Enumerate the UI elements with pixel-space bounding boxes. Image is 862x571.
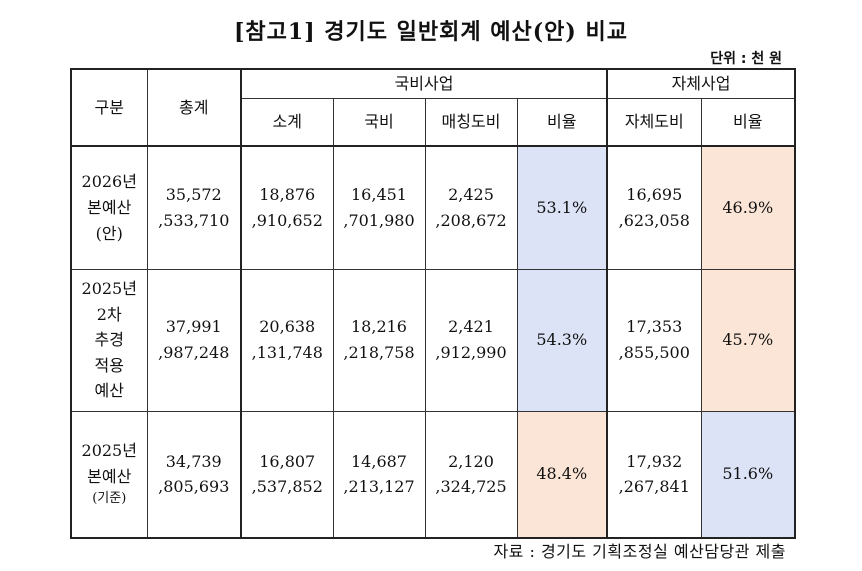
- cell-total: 34,739,805,693: [146, 410, 242, 539]
- header-matching: 매칭도비: [424, 97, 518, 147]
- cell-ratio-self: 45.7%: [700, 268, 796, 412]
- cell-national: 14,687,213,127: [332, 410, 426, 539]
- row-label: 2025년 본예산 (기준): [70, 410, 148, 539]
- cell-matching: 2,425,208,672: [424, 145, 518, 270]
- cell-ratio-national: 48.4%: [516, 410, 609, 539]
- cell-self-provincial: 16,695,623,058: [606, 145, 702, 270]
- cell-ratio-national: 54.3%: [516, 268, 609, 412]
- cell-subtotal: 18,876,910,652: [240, 145, 334, 270]
- header-subtotal: 소계: [240, 97, 334, 147]
- header-total: 총계: [146, 68, 242, 147]
- cell-ratio-self: 51.6%: [700, 410, 796, 539]
- header-ratio-self: 비율: [700, 97, 796, 147]
- header-national-group: 국비사업: [240, 68, 609, 99]
- header-ratio-national: 비율: [516, 97, 609, 147]
- unit-label: 단위 : 천 원: [710, 51, 782, 67]
- table-row: 2025년 2차 추경 적용 예산 37,991,987,248 20,638,131,…: [70, 268, 796, 412]
- header-category: 구분: [70, 68, 148, 147]
- cell-matching: 2,120,324,725: [424, 410, 518, 539]
- cell-self-provincial: 17,353,855,500: [606, 268, 702, 412]
- row-label: 2025년 2차 추경 적용 예산: [70, 268, 148, 412]
- cell-total: 35,572,533,710: [146, 145, 242, 270]
- table-row: 2026년 본예산 (안) 35,572,533,710 18,876,910,65…: [70, 145, 796, 270]
- page-title: [참고1] 경기도 일반회계 예산(안) 비교: [234, 19, 628, 45]
- header-self-provincial: 자체도비: [606, 97, 702, 147]
- source-note: 자료 : 경기도 기획조정실 예산담당관 제출: [493, 542, 786, 561]
- cell-national: 16,451,701,980: [332, 145, 426, 270]
- header-self-group: 자체사업: [606, 68, 796, 99]
- table-row: 2025년 본예산 (기준) 34,739,805,693 16,807,537,8…: [70, 410, 796, 539]
- cell-ratio-self: 46.9%: [700, 145, 796, 270]
- cell-matching: 2,421,912,990: [424, 268, 518, 412]
- budget-comparison-table: 구분 총계 국비사업 자체사업 소계 국비 매칭도비 비율 자체도비 비율 20…: [70, 68, 797, 539]
- header-national: 국비: [332, 97, 426, 147]
- cell-self-provincial: 17,932,267,841: [606, 410, 702, 539]
- cell-subtotal: 16,807,537,852: [240, 410, 334, 539]
- row-label: 2026년 본예산 (안): [70, 145, 148, 270]
- cell-total: 37,991,987,248: [146, 268, 242, 412]
- cell-ratio-national: 53.1%: [516, 145, 609, 270]
- cell-national: 18,216,218,758: [332, 268, 426, 412]
- cell-subtotal: 20,638,131,748: [240, 268, 334, 412]
